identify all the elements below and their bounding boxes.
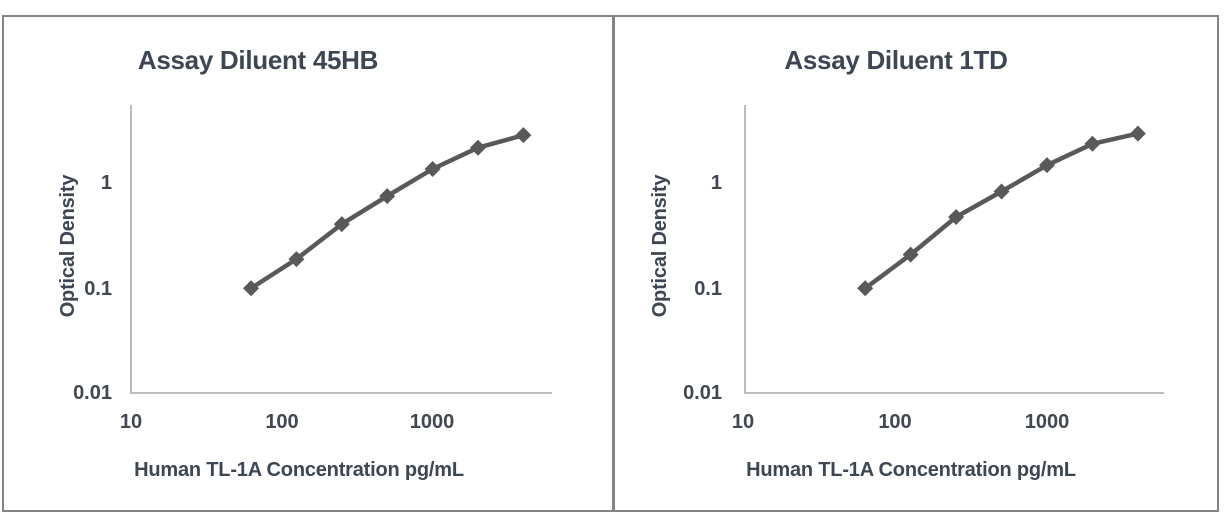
figure-frame: Assay Diluent 45HB Optical Density 1 0.1… [2, 15, 1219, 512]
x-axis-title: Human TL-1A Concentration pg/mL [746, 459, 1076, 481]
x-tick-1000: 1000 [410, 411, 455, 433]
y-axis-title: Optical Density [649, 174, 671, 318]
x-tick-1000: 1000 [1025, 411, 1070, 433]
x-axis-title: Human TL-1A Concentration pg/mL [134, 459, 464, 481]
x-tick-100: 100 [265, 411, 298, 433]
y-tick-0.01: 0.01 [73, 382, 112, 404]
chart-title: Assay Diluent 45HB [138, 45, 378, 75]
standard-curve-series [243, 127, 532, 297]
axis-lines [130, 105, 552, 394]
chart-45hb: Assay Diluent 45HB Optical Density 1 0.1… [57, 45, 552, 481]
axis-lines [744, 105, 1164, 394]
x-tick-10: 10 [120, 411, 142, 433]
y-axis-title: Optical Density [57, 174, 79, 318]
y-tick-0.1: 0.1 [694, 278, 722, 300]
diamond-markers [243, 127, 532, 297]
chart-title: Assay Diluent 1TD [784, 45, 1007, 75]
standard-curve-series [857, 125, 1146, 297]
x-tick-100: 100 [878, 411, 911, 433]
y-tick-1: 1 [711, 172, 722, 194]
chart-panel-1td: Assay Diluent 1TD Optical Density 1 0.1 … [615, 17, 1217, 510]
chart-panel-45hb: Assay Diluent 45HB Optical Density 1 0.1… [4, 17, 612, 510]
y-tick-1: 1 [101, 172, 112, 194]
y-tick-0.01: 0.01 [683, 382, 722, 404]
series-line [862, 131, 1141, 291]
y-tick-0.1: 0.1 [84, 278, 112, 300]
x-tick-10: 10 [732, 411, 754, 433]
diamond-markers [857, 125, 1146, 297]
panel-divider [612, 17, 615, 510]
chart-1td: Assay Diluent 1TD Optical Density 1 0.1 … [649, 45, 1164, 481]
series-line [248, 132, 526, 291]
